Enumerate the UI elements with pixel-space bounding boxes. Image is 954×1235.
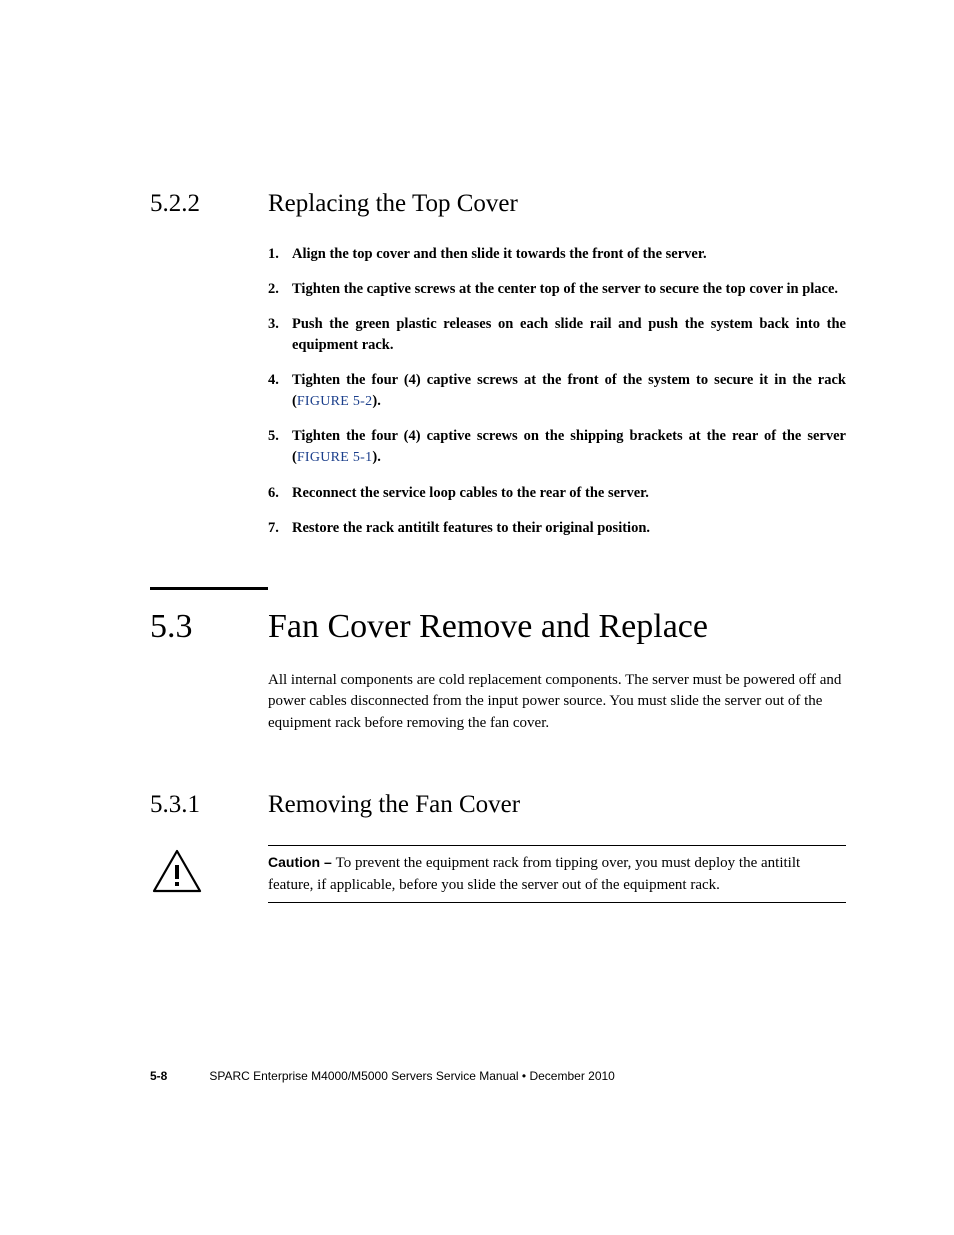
heading-53-title: Fan Cover Remove and Replace xyxy=(268,608,708,646)
heading-522: 5.2.2 Replacing the Top Cover xyxy=(150,190,846,218)
heading-531-title: Removing the Fan Cover xyxy=(268,791,520,819)
step-item: Reconnect the service loop cables to the… xyxy=(268,483,846,504)
step-text: Tighten the captive screws at the center… xyxy=(292,281,838,297)
figure-link[interactable]: FIGURE 5-2 xyxy=(297,394,373,409)
step-text: Reconnect the service loop cables to the… xyxy=(292,485,649,501)
step-text: Align the top cover and then slide it to… xyxy=(292,246,707,262)
step-item: Push the green plastic releases on each … xyxy=(268,314,846,356)
caution-block: Caution – To prevent the equipment rack … xyxy=(150,845,846,904)
footer-text: SPARC Enterprise M4000/M5000 Servers Ser… xyxy=(209,1069,615,1083)
steps-522: Align the top cover and then slide it to… xyxy=(268,244,846,539)
step-item: Tighten the four (4) captive screws at t… xyxy=(268,370,846,412)
caution-rule-bottom xyxy=(268,902,846,903)
heading-53: 5.3 Fan Cover Remove and Replace xyxy=(150,608,846,646)
page: 5.2.2 Replacing the Top Cover Align the … xyxy=(0,0,954,1235)
step-item: Tighten the captive screws at the center… xyxy=(268,279,846,300)
section-53-intro: All internal components are cold replace… xyxy=(268,670,846,735)
figure-link[interactable]: FIGURE 5-1 xyxy=(297,450,373,465)
step-text: Restore the rack antitilt features to th… xyxy=(292,520,650,536)
heading-522-number: 5.2.2 xyxy=(150,190,268,218)
caution-body: To prevent the equipment rack from tippi… xyxy=(268,855,800,893)
section-divider xyxy=(150,587,268,590)
caution-text: Caution – To prevent the equipment rack … xyxy=(268,846,846,903)
heading-531: 5.3.1 Removing the Fan Cover xyxy=(150,791,846,819)
step-text-b: ). xyxy=(372,449,380,465)
caution-text-wrap: Caution – To prevent the equipment rack … xyxy=(226,845,846,904)
step-item: Tighten the four (4) captive screws on t… xyxy=(268,426,846,468)
page-number: 5-8 xyxy=(150,1069,167,1083)
step-text-b: ). xyxy=(372,393,380,409)
caution-icon xyxy=(150,845,204,893)
heading-522-title: Replacing the Top Cover xyxy=(268,190,518,218)
heading-53-number: 5.3 xyxy=(150,608,268,646)
heading-531-number: 5.3.1 xyxy=(150,791,268,819)
step-item: Align the top cover and then slide it to… xyxy=(268,244,846,265)
page-footer: 5-8 SPARC Enterprise M4000/M5000 Servers … xyxy=(150,1069,615,1083)
caution-label: Caution – xyxy=(268,854,336,870)
step-item: Restore the rack antitilt features to th… xyxy=(268,518,846,539)
step-text: Push the green plastic releases on each … xyxy=(292,316,846,353)
